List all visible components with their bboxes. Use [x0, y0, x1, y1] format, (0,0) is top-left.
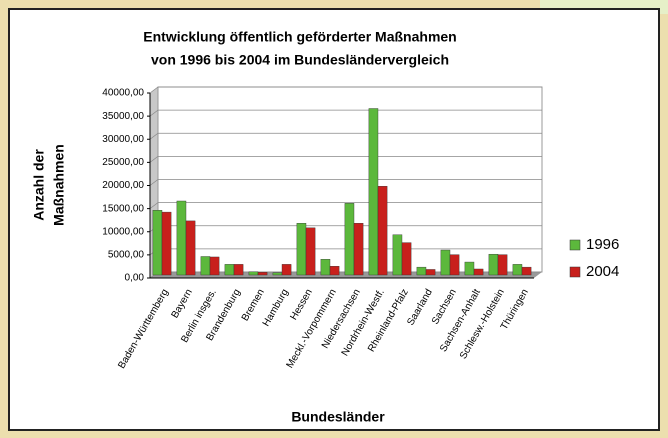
bar [368, 108, 379, 276]
grid-line [149, 202, 542, 209]
bar [281, 264, 292, 276]
bar [353, 222, 364, 276]
bar [257, 272, 268, 276]
bar [401, 242, 412, 276]
bar [320, 259, 331, 276]
bar [329, 266, 340, 276]
bar [464, 261, 475, 276]
grid-line [149, 109, 542, 117]
bar [449, 254, 460, 276]
legend-label: 2004 [586, 263, 619, 280]
legend-label: 1996 [586, 236, 619, 253]
y-tick-label: 35000,00 [102, 111, 144, 122]
grid-line [149, 86, 542, 94]
bar [305, 227, 316, 276]
y-tick-label: 15000,00 [102, 203, 144, 214]
bar [425, 269, 436, 276]
bar [152, 210, 163, 276]
y-tick-label: 30000,00 [102, 134, 144, 145]
bar [512, 264, 523, 276]
chart-title: von 1996 bis 2004 im Bundesländerverglei… [151, 52, 449, 68]
bar [185, 220, 196, 276]
grid-line [149, 156, 542, 163]
bar [248, 271, 259, 276]
y-axis-title: Maßnahmen [51, 144, 67, 226]
bar [272, 272, 283, 276]
bar [497, 254, 508, 276]
y-tick-label: 0,00 [125, 273, 145, 284]
bar [344, 203, 355, 276]
bar [296, 222, 307, 276]
bar [521, 266, 532, 276]
bar [200, 256, 211, 276]
grid-line [149, 132, 542, 140]
grid-line [149, 179, 542, 186]
legend-swatch [569, 239, 581, 251]
y-axis-title: Anzahl der [31, 149, 47, 221]
y-tick-label: 20000,00 [102, 180, 144, 191]
bar [392, 234, 403, 276]
y-tick-label: 5000,00 [108, 250, 145, 261]
y-tick-label: 10000,00 [102, 226, 144, 237]
y-tick-label: 25000,00 [102, 157, 144, 168]
x-axis-title: Bundesländer [291, 409, 385, 425]
chart-title: Entwicklung öffentlich geförderter Maßna… [143, 29, 456, 45]
legend-swatch [569, 266, 581, 278]
bar [161, 211, 172, 276]
bar [209, 256, 220, 276]
bar [176, 200, 187, 276]
bar [473, 268, 484, 276]
y-tick-label: 40000,00 [102, 88, 144, 99]
bar [377, 185, 388, 276]
bar [233, 264, 244, 276]
bar [488, 253, 499, 276]
bar [416, 266, 427, 276]
bar [440, 249, 451, 276]
bar [224, 264, 235, 276]
